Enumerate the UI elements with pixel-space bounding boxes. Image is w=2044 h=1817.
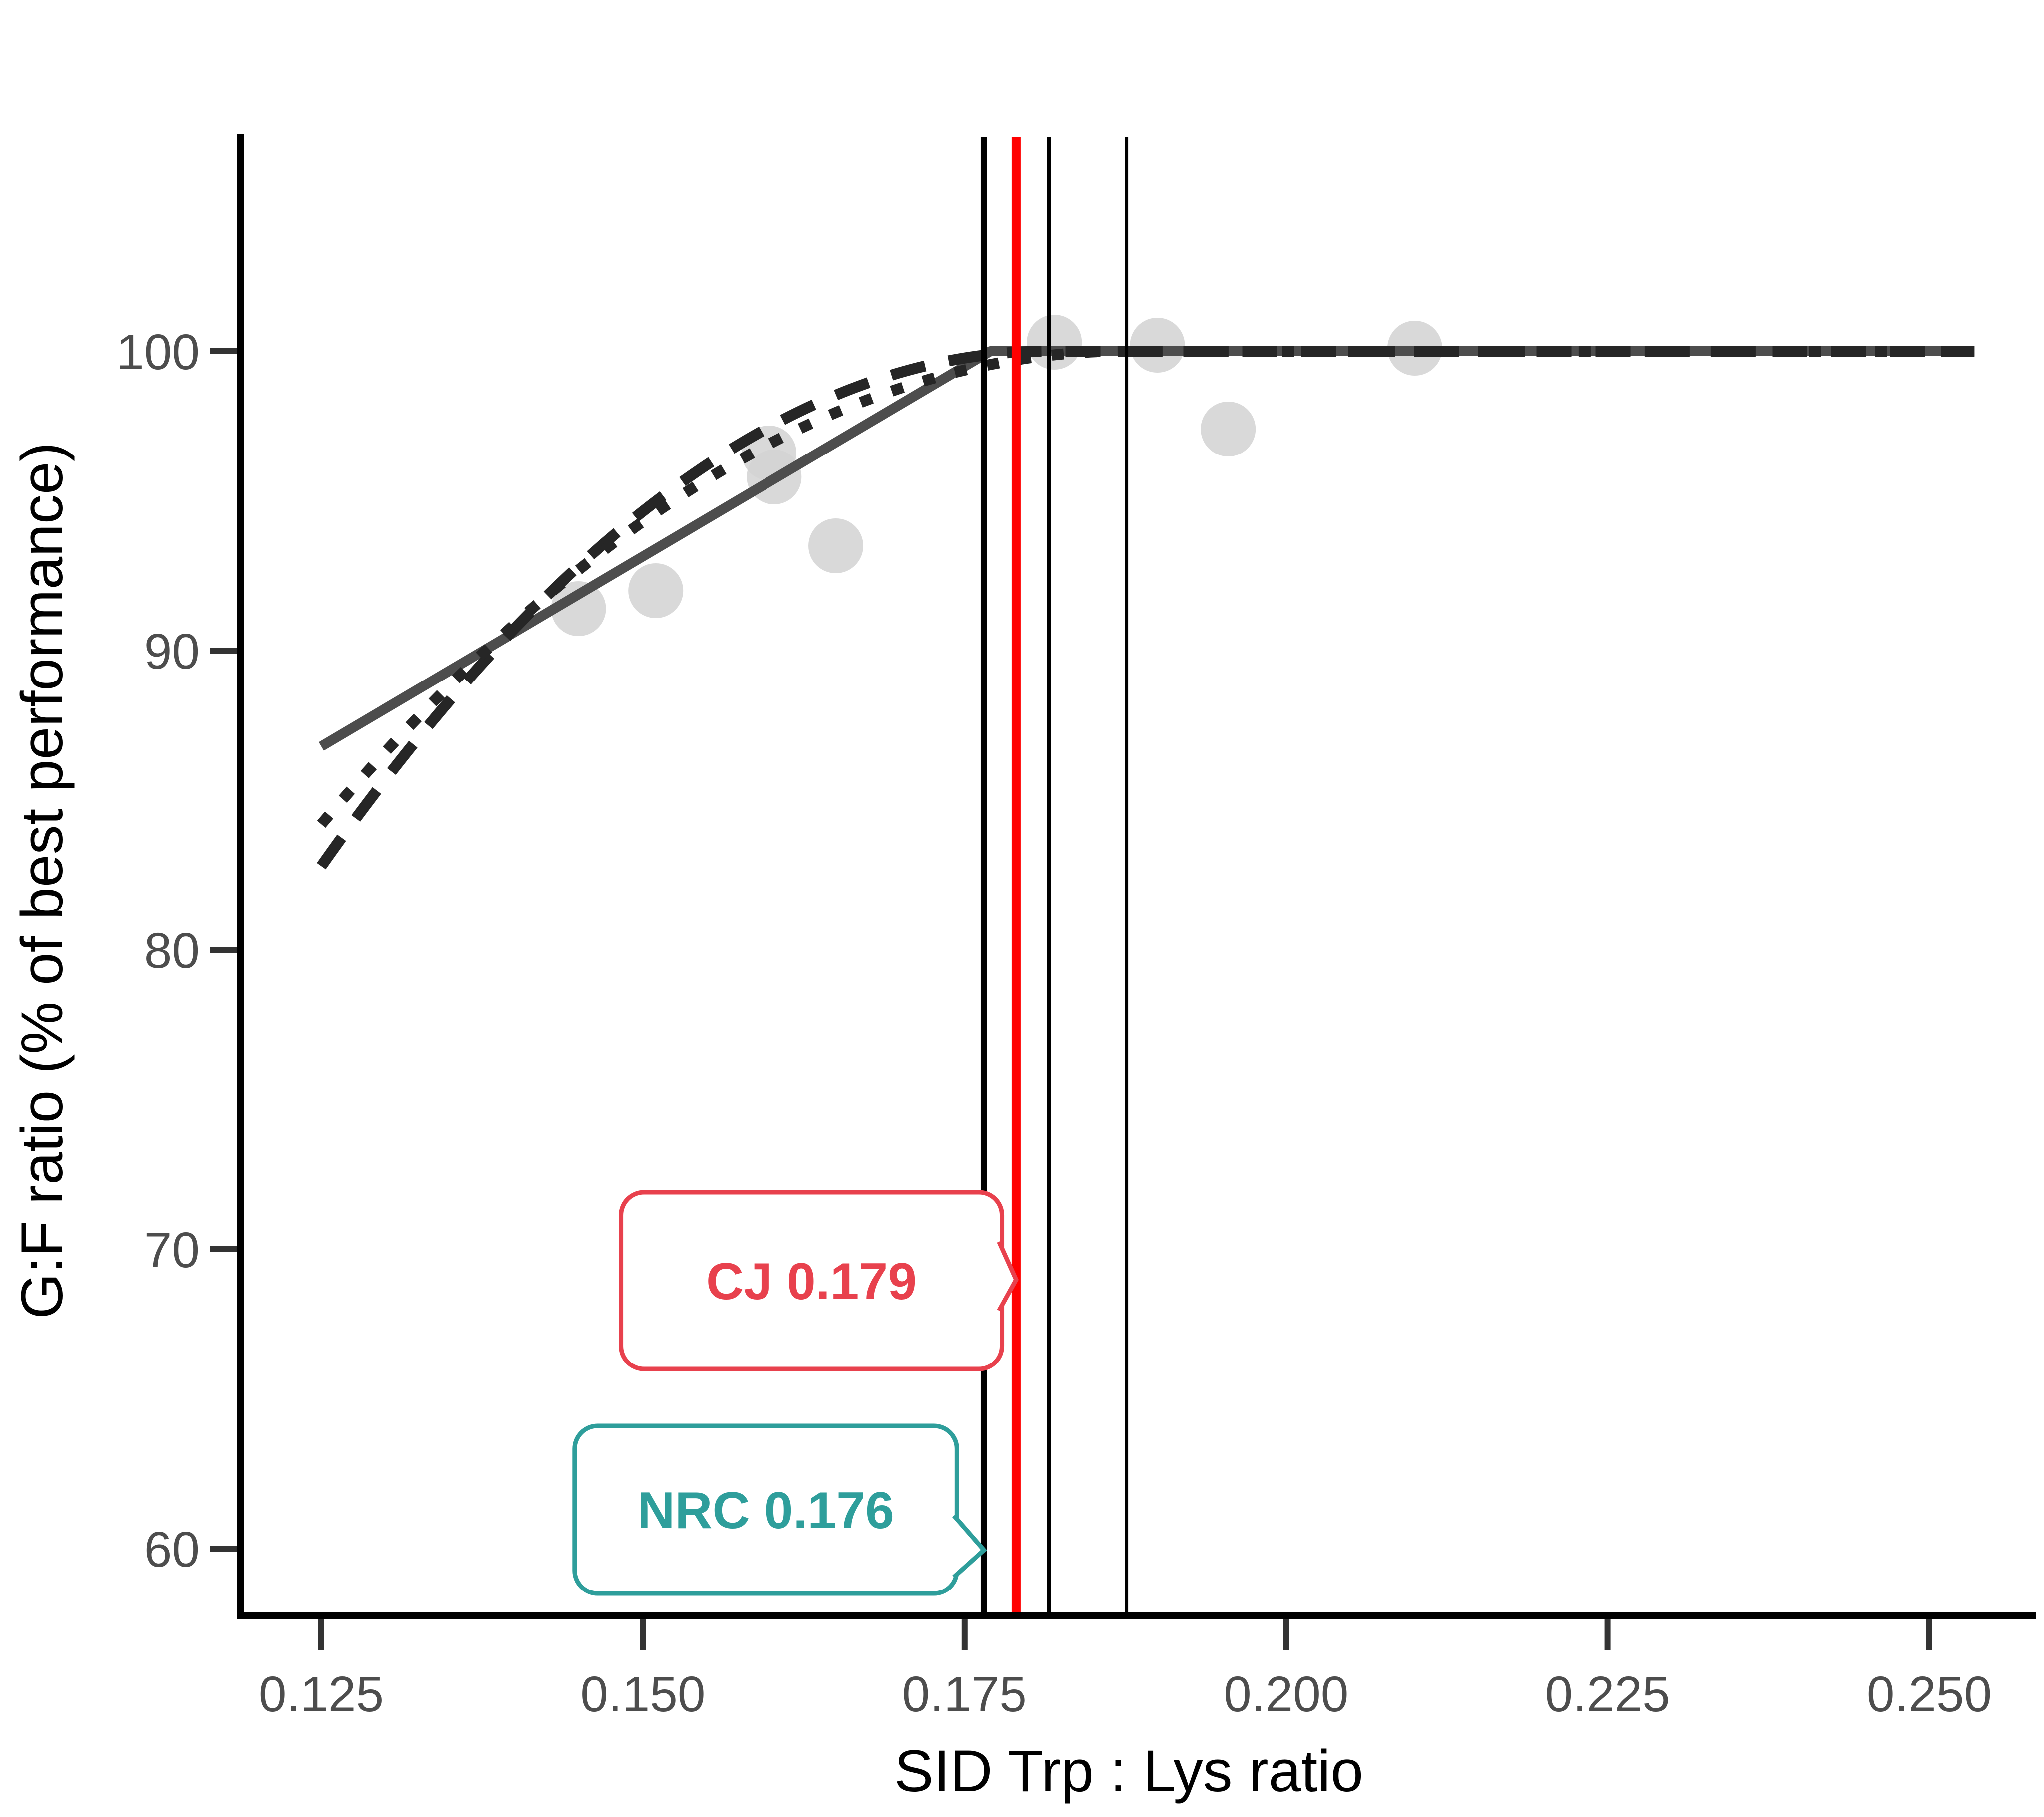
cj-callout-pointer-icon	[997, 1241, 1019, 1312]
cj-callout: CJ 0.179	[619, 1190, 1019, 1371]
cj-callout-label: CJ 0.179	[706, 1253, 917, 1311]
y-tick-label: 90	[144, 624, 200, 680]
y-tick-label: 70	[144, 1222, 200, 1278]
model-lines	[317, 346, 1975, 870]
x-axis-title: SID Trp : Lys ratio	[894, 1738, 1363, 1804]
nrc-callout-label: NRC 0.176	[637, 1482, 894, 1540]
y-tick-label: 60	[144, 1522, 200, 1578]
nrc-callout-pointer-fill	[954, 1516, 984, 1577]
data-point	[1027, 315, 1082, 370]
nrc-callout: NRC 0.176	[572, 1423, 987, 1596]
callouts: CJ 0.179 NRC 0.176	[572, 1190, 1019, 1596]
y-axis-title: G:F ratio (% of best performance)	[9, 442, 75, 1319]
x-tick-label: 0.125	[259, 1666, 384, 1722]
model-line-dashed	[317, 346, 1975, 870]
model-line-solid	[318, 346, 1975, 751]
data-point	[808, 518, 864, 573]
x-tick-label: 0.250	[1867, 1666, 1992, 1722]
y-tick-label: 100	[116, 324, 200, 380]
y-tick-label: 80	[144, 923, 200, 979]
x-tick-label: 0.150	[580, 1666, 705, 1722]
axes: 100 90 80 70 60 0.125 0.150 0.175 0.200 0.225 0.25…	[116, 134, 2036, 1722]
nrc-callout-pointer-icon	[952, 1514, 987, 1579]
x-tick-label: 0.225	[1545, 1666, 1670, 1722]
x-tick-label: 0.175	[902, 1666, 1027, 1722]
data-point	[1201, 402, 1256, 456]
data-point	[551, 581, 606, 636]
cj-callout-pointer-fill	[999, 1242, 1016, 1311]
x-tick-label: 0.200	[1224, 1666, 1348, 1722]
nrc-callout-box	[572, 1423, 959, 1596]
data-point	[628, 563, 684, 618]
data-point	[1130, 318, 1185, 373]
